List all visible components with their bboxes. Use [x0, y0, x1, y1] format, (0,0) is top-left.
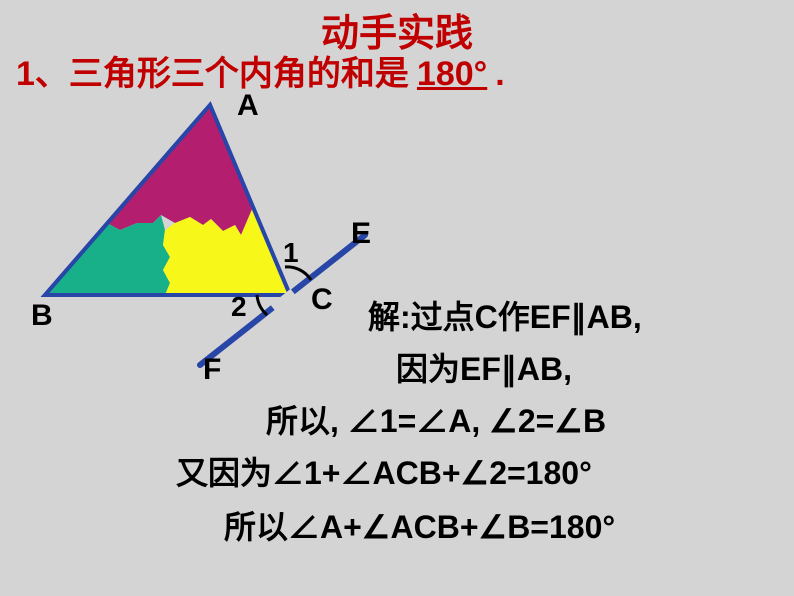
question-answer: 180°: [409, 55, 495, 93]
proof-line-3: 所以, ∠1=∠A, ∠2=∠B: [266, 396, 606, 442]
vertex-a: A: [237, 89, 259, 123]
question-line: 1、三角形三个内角的和是180°.: [16, 46, 505, 95]
question-suffix: .: [495, 55, 504, 93]
proof-line-2: 因为EF∥AB,: [396, 344, 572, 390]
proof-line-1: 解:过点C作EF∥AB,: [368, 292, 642, 338]
proof-line-5: 所以∠A+∠ACB+∠B=180°: [224, 502, 615, 548]
question-prefix: 1、三角形三个内角的和是: [16, 55, 409, 93]
angle-arc-2: [257, 295, 267, 315]
angle-1: 1: [283, 237, 299, 269]
vertex-c: C: [311, 283, 333, 317]
vertex-f: F: [203, 353, 221, 387]
triangle-region-left: [45, 215, 170, 295]
diagram-svg: [35, 95, 395, 395]
triangle-region-top: [107, 105, 253, 235]
angle-2: 2: [231, 291, 247, 323]
proof-line-4: 又因为∠1+∠ACB+∠2=180°: [176, 448, 592, 494]
vertex-b: B: [31, 299, 53, 333]
triangle-diagram: A B C E F 1 2: [35, 95, 395, 395]
vertex-e: E: [351, 217, 371, 251]
